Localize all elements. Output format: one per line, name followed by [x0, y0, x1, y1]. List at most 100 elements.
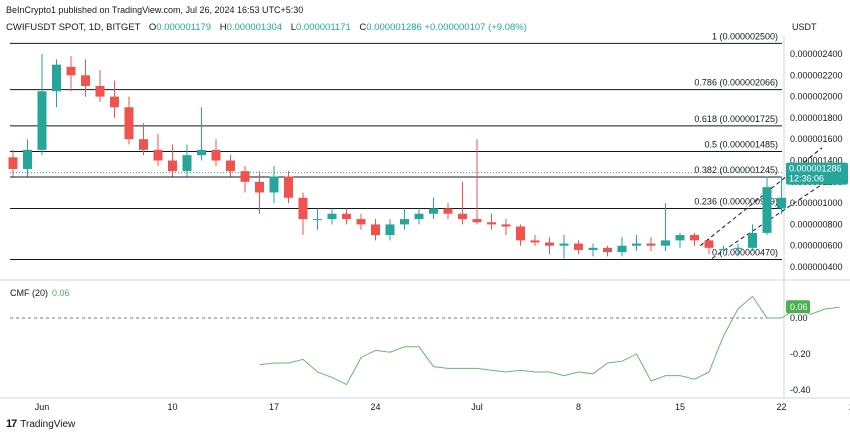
price-tick-label: 0.000001000 [790, 198, 843, 208]
cmf-tick-label: -0.20 [790, 349, 811, 359]
candle-body [414, 213, 424, 220]
time-tick-label: Jul [471, 402, 483, 412]
close-value: 0.000001286 [366, 22, 422, 33]
tradingview-brand[interactable]: 17 TradingView [6, 418, 75, 430]
candle-body [632, 243, 641, 246]
cmf-tick-label: -0.40 [790, 385, 811, 395]
candle-body [95, 85, 105, 97]
candle-body [429, 208, 438, 214]
price-tick-label: 0.000001600 [790, 134, 843, 144]
high-value: 0.000001304 [226, 22, 283, 33]
open-value: 0.000001179 [156, 22, 212, 33]
candle-body [124, 107, 134, 140]
time-tick-label: 8 [576, 402, 581, 412]
symbol-label: CWIFUSDT SPOT, 1D, BITGET [6, 22, 141, 33]
candle-body [211, 149, 221, 161]
currency-label: USDT [792, 22, 817, 32]
fib-label: 0 (0.000000470) [712, 248, 778, 258]
candle-body [559, 243, 569, 246]
candle-body [777, 197, 786, 209]
candle-body [371, 224, 380, 236]
candle-body [400, 219, 409, 225]
candle-body [81, 75, 90, 86]
candle-body [719, 248, 728, 250]
ohlc-legend: CWIFUSDT SPOT, 1D, BITGET O0.000001179 H… [6, 22, 527, 33]
fib-label: 0.786 (0.000002066) [694, 78, 778, 88]
low-value: 0.000001171 [296, 22, 351, 33]
candle-body [675, 235, 685, 241]
candle-body [487, 222, 496, 225]
candle-body [603, 247, 612, 253]
tradingview-logo-icon: 17 [6, 418, 17, 430]
candle-body [284, 176, 293, 198]
candle-body [385, 224, 395, 236]
candle-body [37, 91, 47, 150]
price-tick-label: 0.000000800 [790, 219, 843, 229]
candle-body [23, 149, 32, 170]
candle-body [443, 208, 453, 214]
candle-body [255, 181, 264, 193]
candle-body [153, 149, 163, 161]
candle-body [588, 247, 598, 250]
candle-body [313, 219, 322, 221]
candle-body [690, 235, 699, 241]
candle-body [139, 139, 148, 150]
candle-body [342, 213, 351, 220]
close-label: C [359, 22, 367, 33]
cmf-tick-label: 0.00 [790, 313, 808, 323]
candle-body [762, 187, 772, 233]
candle-body [298, 197, 308, 220]
fib-label: 0.618 (0.000001725) [694, 114, 778, 124]
high-label: H [219, 22, 227, 33]
fib-label: 0.5 (0.000001485) [704, 139, 778, 149]
time-tick-label: 22 [776, 402, 786, 412]
candle-body [8, 157, 18, 170]
fib-label: 0.382 (0.000001245) [694, 165, 778, 175]
candle-body [733, 247, 743, 249]
candle-body [704, 240, 714, 248]
change-value: +0.000000107 (+9.08%) [424, 22, 527, 33]
candle-body [240, 171, 250, 182]
candle-body [501, 224, 511, 227]
fib-label: 0.236 (0.000000949) [694, 197, 778, 207]
fib-label: 1 (0.000002500) [712, 31, 778, 41]
candle-body [327, 213, 337, 220]
candle-body [516, 226, 525, 241]
candle-body [52, 64, 61, 92]
price-tick-label: 0.000000400 [790, 262, 843, 272]
candle-body [748, 232, 757, 248]
candle-body [472, 219, 482, 223]
candle-body [182, 155, 192, 172]
candle-body [458, 213, 467, 220]
cmf-value-tag [786, 300, 810, 314]
time-tick-label: 27 [849, 402, 850, 412]
price-tick-label: 0.000002400 [790, 49, 843, 59]
candle-body [661, 240, 670, 246]
last-price-tag [786, 162, 848, 185]
low-label: L [290, 22, 296, 33]
cmf-value: 0.06 [52, 288, 70, 298]
price-tick-label: 0.000002000 [790, 92, 843, 102]
time-tick-label: 10 [167, 402, 177, 412]
price-tick-label: 0.000000600 [790, 241, 843, 251]
channel-lower-line [711, 176, 834, 259]
publisher-line: BeInCrypto1 published on TradingView.com… [6, 5, 304, 15]
countdown-label: 12:36:06 [789, 174, 824, 184]
last-price-value: 0.000001286 [789, 164, 842, 174]
candle-body [646, 243, 656, 246]
candle-body [530, 240, 540, 243]
channel-upper-line [699, 147, 823, 247]
time-tick-label: 17 [269, 402, 279, 412]
candle-body [168, 160, 177, 172]
time-tick-label: 15 [675, 402, 685, 412]
cmf-tag-value: 0.06 [790, 302, 808, 312]
candle-body [110, 96, 119, 108]
time-tick-label: Jun [35, 402, 50, 412]
candle-body [545, 242, 554, 246]
price-tick-label: 0.000001400 [790, 156, 843, 166]
time-tick-label: 24 [370, 402, 380, 412]
candle-body [226, 160, 235, 172]
candle-body [617, 245, 627, 253]
candle-body [356, 219, 366, 225]
